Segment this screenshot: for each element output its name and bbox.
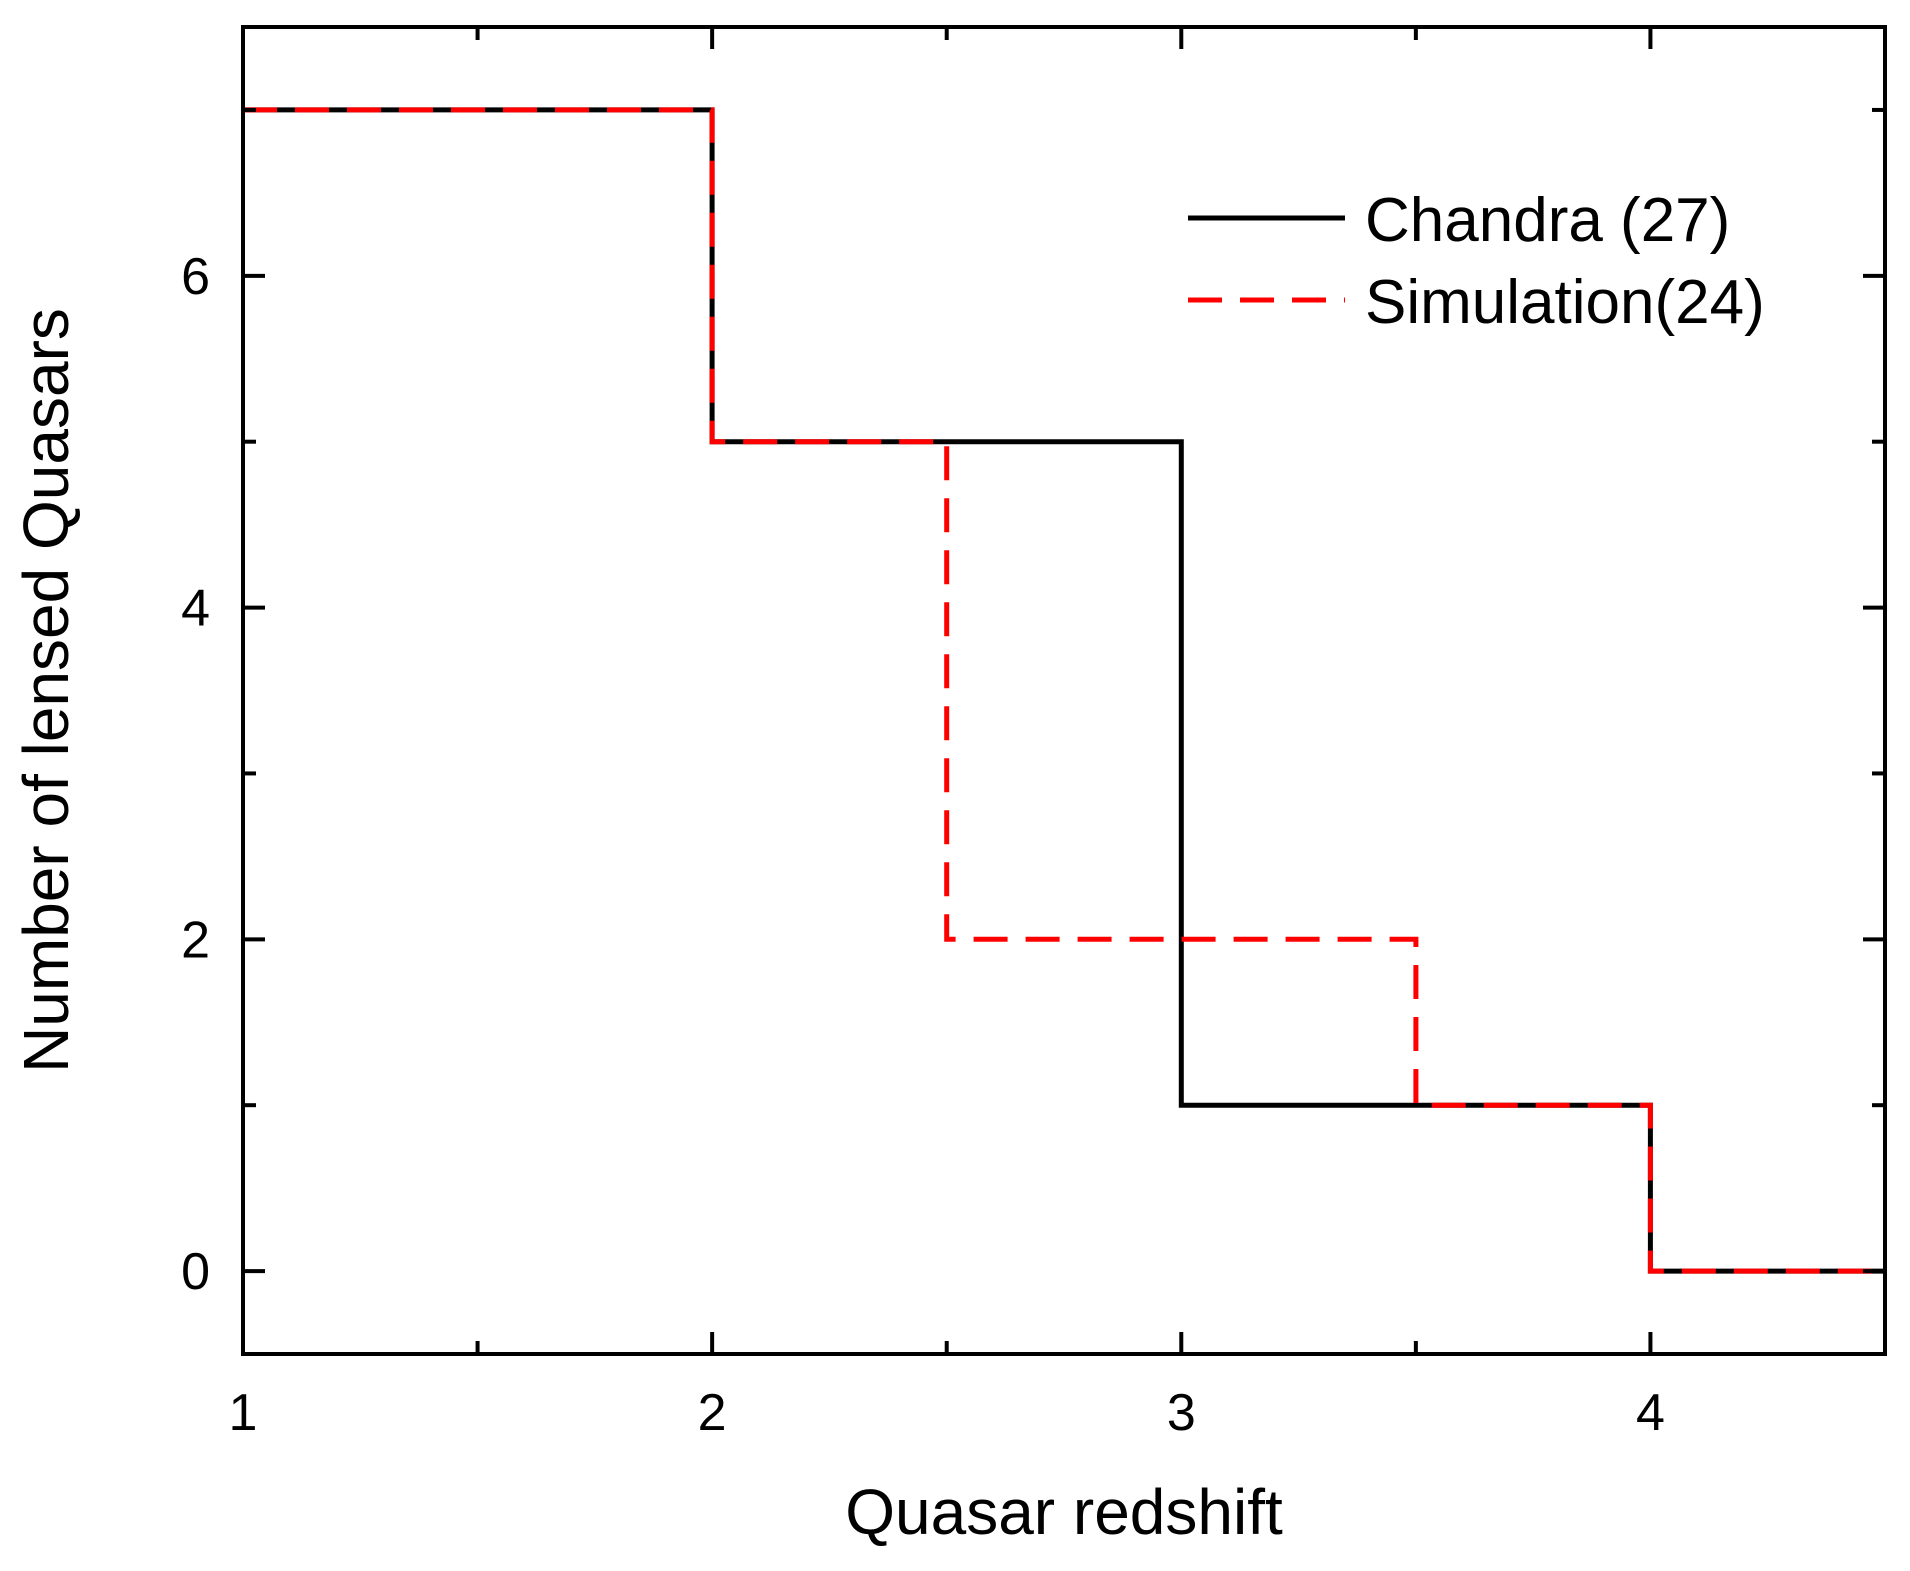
ticks-layer — [241, 27, 1887, 1354]
series-layer — [243, 107, 1885, 1274]
x-tick-label: 1 — [229, 1384, 258, 1442]
y-tick-label: 6 — [181, 248, 210, 306]
y-axis-title: Number of lensed Quasars — [10, 308, 82, 1073]
labels-layer: 1 2 3 4 0 2 4 6 — [181, 248, 1665, 1442]
legend-label-chandra: Chandra (27) — [1365, 186, 1730, 255]
legend: Chandra (27) Simulation(24) — [1188, 186, 1765, 337]
y-tick-label: 4 — [181, 580, 210, 638]
plot-frame — [241, 25, 1887, 1356]
x-axis-title: Quasar redshift — [845, 1476, 1283, 1548]
series-line-simulation — [243, 107, 1885, 1274]
x-tick-label: 4 — [1636, 1384, 1665, 1442]
x-tick-label: 3 — [1167, 1384, 1196, 1442]
y-tick-label: 2 — [181, 911, 210, 969]
x-tick-label: 2 — [698, 1384, 727, 1442]
y-tick-label: 0 — [181, 1243, 210, 1301]
legend-label-simulation: Simulation(24) — [1365, 268, 1765, 337]
